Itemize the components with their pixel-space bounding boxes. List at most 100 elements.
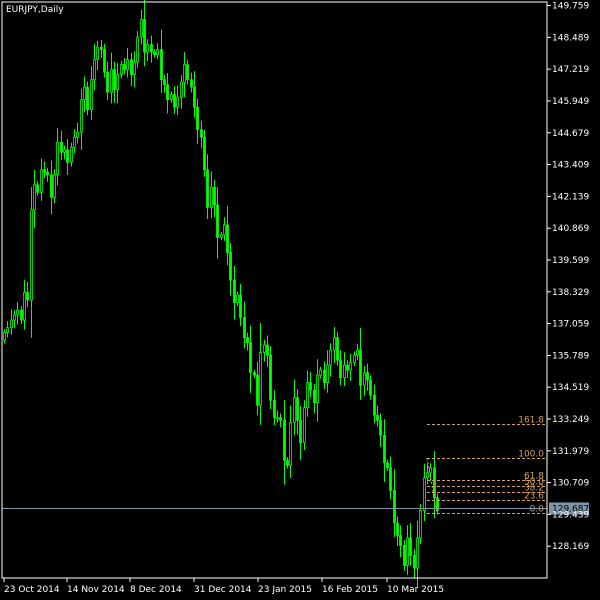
candle	[356, 343, 359, 360]
candle-body	[376, 414, 379, 421]
candle	[20, 306, 23, 324]
candle-body	[76, 131, 79, 138]
candle-body	[166, 84, 169, 101]
candle	[386, 459, 389, 472]
candle-body	[396, 522, 399, 536]
candle-body	[183, 64, 186, 83]
candle-body	[156, 49, 159, 55]
candle-body	[389, 467, 392, 491]
candle-body	[73, 136, 76, 148]
candle	[343, 352, 346, 387]
current-price-label: 129.687	[552, 505, 589, 515]
candle	[243, 301, 246, 349]
candle	[309, 371, 312, 398]
candle	[233, 265, 236, 320]
candle	[140, 9, 143, 45]
fib-level-label: 38.2	[524, 484, 544, 494]
candle-body	[143, 19, 146, 53]
candle	[296, 389, 299, 435]
fibonacci-retracement[interactable]: 161.8 100.0 61.850.038.223.6 0.0	[426, 416, 545, 515]
candle	[206, 154, 209, 220]
candle	[73, 129, 76, 154]
candle-body	[193, 86, 196, 108]
candle-body	[359, 349, 362, 386]
candle	[339, 350, 342, 386]
candle-body	[236, 294, 239, 303]
candle-body	[346, 364, 349, 371]
candle	[80, 89, 83, 150]
x-tick-label: 31 Dec 2014	[194, 585, 252, 595]
fib-level-label: 23.6	[524, 492, 544, 502]
candle-body	[299, 419, 302, 444]
candle	[200, 120, 203, 148]
candle	[63, 145, 66, 160]
plot-frame	[1, 1, 548, 579]
candle-body	[150, 44, 153, 53]
candle-body	[313, 389, 316, 404]
candle-body	[50, 174, 53, 198]
candle-body	[356, 349, 359, 356]
candle	[396, 516, 399, 547]
candle-body	[333, 337, 336, 351]
candle-body	[33, 184, 36, 211]
candle	[16, 302, 19, 325]
candle	[6, 321, 9, 338]
time-axis[interactable]: 23 Oct 2014 14 Nov 2014 8 Dec 2014 31 Dec 2…	[3, 578, 444, 595]
candle-body	[223, 224, 226, 236]
candle	[399, 525, 402, 558]
candle	[43, 161, 46, 179]
y-tick-label: 145.949	[552, 97, 589, 107]
candle-body	[259, 352, 262, 406]
candle-body	[96, 46, 99, 61]
candle-body	[303, 407, 306, 444]
candle-body	[103, 49, 106, 73]
fib-trend-line[interactable]	[426, 458, 438, 514]
candle-body	[83, 86, 86, 101]
y-tick-label: 129.439	[552, 510, 589, 520]
candle-body	[336, 337, 339, 361]
candle-body	[279, 417, 282, 421]
candle	[379, 413, 382, 447]
chart-title: EURJPY,Daily	[6, 5, 64, 15]
candle-body	[90, 79, 93, 111]
candle-body	[229, 252, 232, 281]
candle-body	[46, 171, 49, 176]
candle	[273, 390, 276, 426]
candle-body	[130, 59, 133, 76]
candle-body	[319, 369, 322, 376]
candle	[256, 361, 259, 416]
y-tick-label: 147.219	[552, 65, 589, 75]
price-axis[interactable]: 149.759 148.489 147.219 145.949 144.679 143.4…	[547, 2, 589, 553]
candle-body	[373, 394, 376, 416]
candle-body	[40, 169, 43, 193]
candle	[120, 60, 123, 79]
candle-body	[286, 459, 289, 466]
candle-body	[283, 419, 286, 461]
y-tick-label: 134.519	[552, 383, 589, 393]
candle	[40, 158, 43, 201]
candle	[180, 75, 183, 109]
candle-body	[43, 169, 46, 173]
candle-body	[306, 382, 309, 409]
candle	[419, 504, 422, 545]
current-price-badge	[549, 502, 589, 515]
candle-body	[200, 129, 203, 138]
candle	[160, 29, 163, 94]
candle-body	[133, 61, 136, 76]
candle-body	[329, 349, 332, 366]
candle	[249, 325, 252, 393]
candle	[23, 279, 26, 330]
candle	[183, 52, 186, 98]
candle	[409, 523, 412, 566]
fib-level-label: 50.0	[524, 478, 544, 488]
candle-body	[343, 364, 346, 379]
candle-body	[383, 434, 386, 464]
candle	[46, 168, 49, 182]
candle-body	[210, 186, 213, 208]
candles	[3, 0, 439, 589]
candle	[203, 130, 206, 177]
candle	[193, 71, 196, 118]
candle-body	[363, 372, 366, 386]
candle	[323, 361, 326, 390]
